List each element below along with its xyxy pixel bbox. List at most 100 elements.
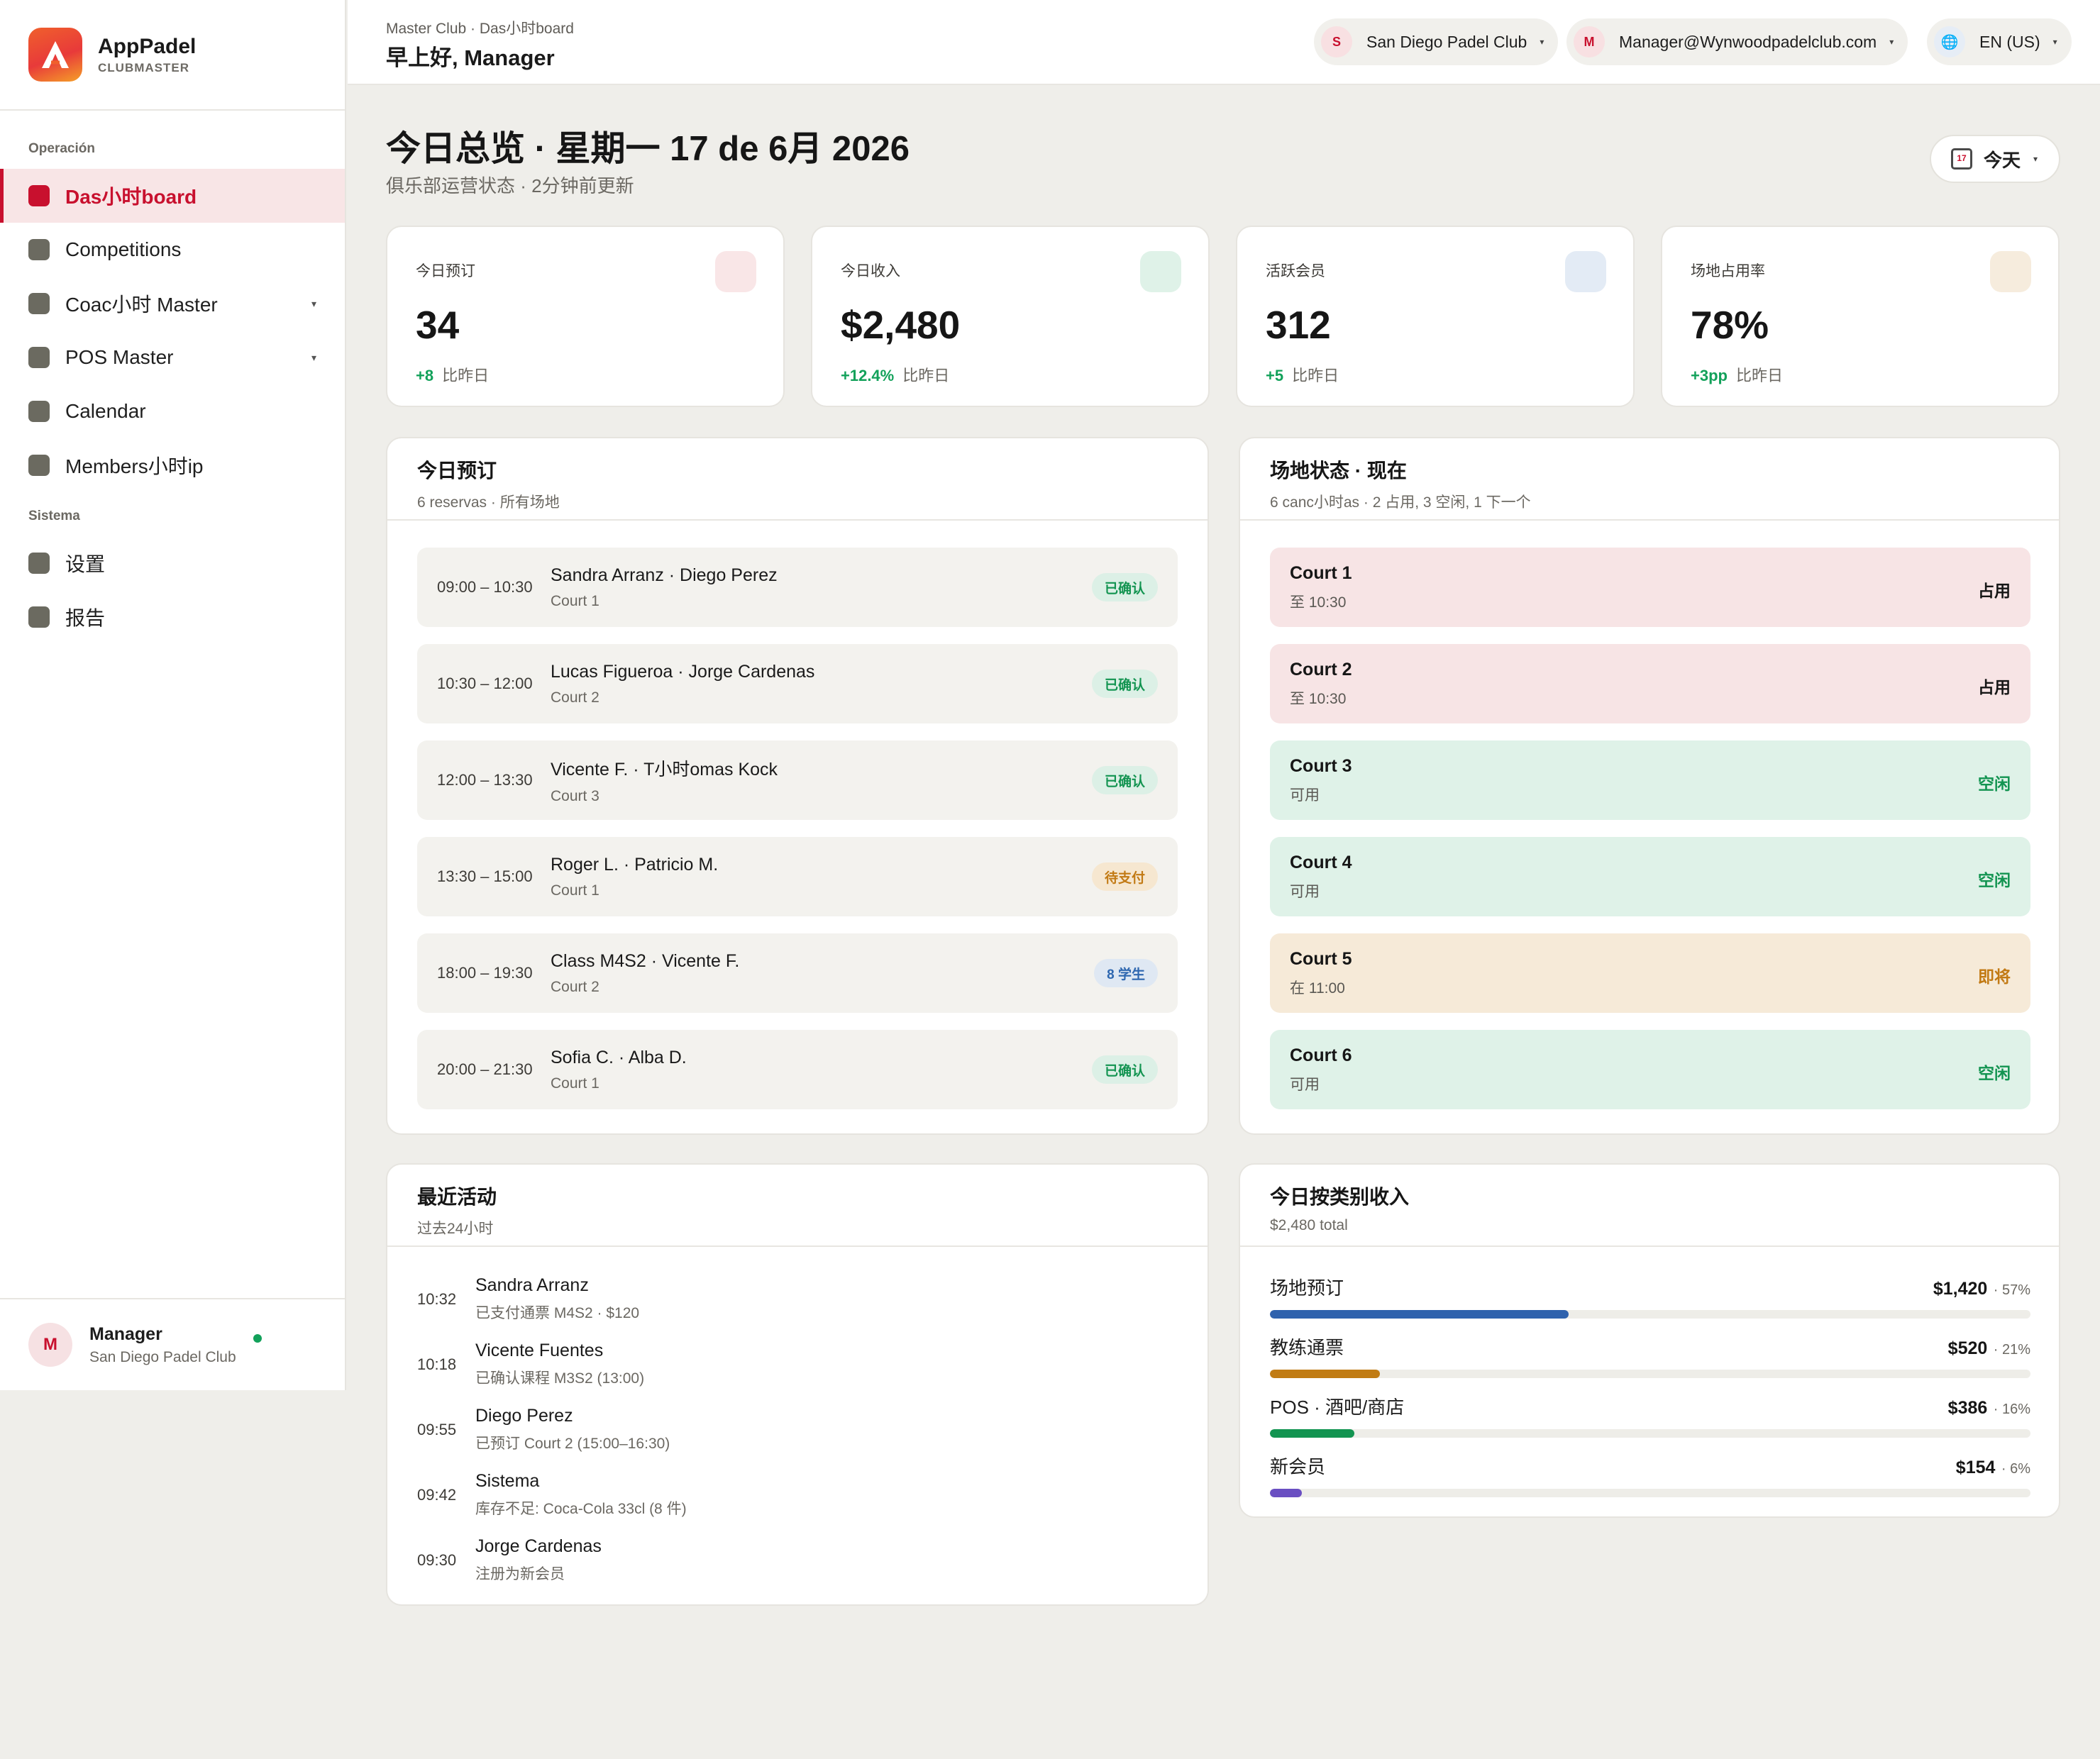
status-badge: 已确认 [1091, 573, 1158, 601]
revenue-row: 场地预订 $1,420 · 57% [1270, 1274, 2030, 1319]
activity-desc: 库存不足: Coca-Cola 33cl (8 件) [475, 1501, 687, 1517]
booking-row[interactable]: 10:30 – 12:00 Lucas Figueroa · Jorge Car… [417, 644, 1178, 723]
sidebar-item-settings[interactable]: 设置 [0, 536, 345, 590]
court-row[interactable]: Court 2 至 10:30 占用 [1270, 644, 2030, 723]
sidebar-item-membership[interactable]: Members小时ip [0, 438, 345, 492]
booking-row[interactable]: 20:00 – 21:30 Sofia C. · Alba D. Court 1 … [417, 1030, 1178, 1109]
page-title: 今日总览 · 星期一 17 de 6月 2026 [386, 130, 910, 168]
date-picker-label: 今天 [1984, 149, 2021, 171]
kpi-delta: +3pp 比昨日 [1691, 363, 2030, 386]
card-subtitle: 过去24小时 [417, 1221, 494, 1237]
booking-row[interactable]: 18:00 – 19:30 Class M4S2 · Vicente F. Cou… [417, 933, 1178, 1013]
revenue-row: POS · 酒吧/商店 $386 · 16% [1270, 1393, 2030, 1438]
court-row[interactable]: Court 6 可用 空闲 [1270, 1030, 2030, 1109]
sidebar-item-coach-master[interactable]: Coac小时 Master ▾ [0, 277, 345, 331]
booking-time: 10:30 – 12:00 [437, 675, 533, 692]
revenue-amount: $154 [1955, 1458, 1996, 1477]
kpi-delta: +12.4% 比昨日 [841, 363, 1180, 386]
topbar: Master Club · Das小时board 早上好, Manager S … [348, 0, 2100, 85]
club-selector[interactable]: S San Diego Padel Club ▾ [1314, 18, 1559, 65]
activity-item[interactable]: 09:42 Sistema 库存不足: Coca-Cola 33cl (8 件) [417, 1471, 687, 1519]
court-name: Court 6 [1290, 1045, 1352, 1065]
kpi-value: 312 [1266, 303, 1331, 347]
revenue-by-category-card: 今日按类别收入 $2,480 total 场地预订 $1,420 · 57% 教… [1239, 1163, 2060, 1518]
booking-row[interactable]: 12:00 – 13:30 Vicente F. · T小时omas Kock C… [417, 740, 1178, 820]
chevron-down-icon[interactable]: ▾ [311, 297, 316, 309]
sidebar-item-label: Competitions [65, 238, 182, 260]
brand-name: AppPadel [98, 35, 197, 58]
revenue-icon [1140, 251, 1181, 292]
kpi-card-members[interactable]: 活跃会员 312 +5 比昨日 [1236, 226, 1635, 407]
booking-row[interactable]: 09:00 – 10:30 Sandra Arranz · Diego Pere… [417, 548, 1178, 627]
sidebar-item-label: 设置 [65, 553, 106, 575]
court-name: Court 5 [1290, 949, 1352, 969]
revenue-category: 场地预订 [1270, 1277, 1344, 1299]
date-picker-button[interactable]: 17 今天 ▾ [1930, 135, 2060, 183]
user-club: San Diego Padel Club [89, 1348, 236, 1365]
sidebar-item-reports[interactable]: 报告 [0, 590, 345, 644]
card-subtitle: 6 reservas · 所有场地 [417, 494, 560, 511]
club-avatar: S [1321, 26, 1352, 57]
court-row[interactable]: Court 3 可用 空闲 [1270, 740, 2030, 820]
greeting: 早上好, Manager [386, 45, 555, 70]
card-title: 场地状态 · 现在 [1270, 460, 1407, 482]
court-status: 占用 [1978, 678, 2011, 697]
kpi-card-occupancy[interactable]: 场地占用率 78% +3pp 比昨日 [1661, 226, 2060, 407]
nav-section-operacion: Operación [28, 141, 95, 156]
booking-time: 20:00 – 21:30 [437, 1060, 533, 1078]
language-selector[interactable]: 🌐 EN (US) ▾ [1927, 18, 2072, 65]
court-row[interactable]: Court 5 在 11:00 即将 [1270, 933, 2030, 1013]
revenue-bar-fill [1270, 1310, 1569, 1319]
activity-item[interactable]: 09:55 Diego Perez 已预订 Court 2 (15:00–16:3… [417, 1406, 670, 1453]
booking-players: Class M4S2 · Vicente F. [551, 950, 740, 971]
activity-desc: 已确认课程 M3S2 (13:00) [475, 1370, 645, 1387]
revenue-row: 新会员 $154 · 6% [1270, 1453, 2030, 1497]
activity-time: 10:18 [417, 1355, 457, 1373]
sidebar-user-card[interactable]: M Manager San Diego Padel Club [0, 1298, 345, 1390]
globe-icon: 🌐 [1934, 26, 1965, 57]
breadcrumb[interactable]: Master Club · Das小时board [386, 21, 574, 37]
kpi-value: 78% [1691, 303, 1769, 347]
sidebar-item-dashboard[interactable]: Das小时board [0, 169, 345, 223]
chevron-down-icon: ▾ [1889, 37, 1894, 47]
activity-item[interactable]: 09:30 Jorge Cardenas 注册为新会员 [417, 1536, 602, 1584]
chevron-down-icon[interactable]: ▾ [311, 351, 316, 363]
court-row[interactable]: Court 1 至 10:30 占用 [1270, 548, 2030, 627]
kpi-delta-note: 比昨日 [1735, 367, 1783, 384]
revenue-amount: $386 [1947, 1398, 1988, 1418]
court-info: 至 10:30 [1290, 691, 1347, 707]
sidebar-item-pos-master[interactable]: POS Master ▾ [0, 331, 345, 384]
booking-time: 09:00 – 10:30 [437, 578, 533, 596]
court-info: 至 10:30 [1290, 594, 1347, 611]
kpi-label: 今日收入 [841, 263, 900, 279]
kpi-card-bookings[interactable]: 今日预订 34 +8 比昨日 [386, 226, 785, 407]
members-icon [1565, 251, 1606, 292]
booking-players: Sandra Arranz · Diego Perez [551, 565, 778, 585]
court-info: 可用 [1290, 884, 1320, 900]
user-menu[interactable]: M Manager@Wynwoodpadelclub.com ▾ [1566, 18, 1908, 65]
activity-item[interactable]: 10:32 Sandra Arranz 已支付通票 M4S2 · $120 [417, 1275, 639, 1323]
activity-desc: 已预订 Court 2 (15:00–16:30) [475, 1436, 670, 1452]
revenue-amount: $1,420 [1933, 1279, 1988, 1299]
activity-item[interactable]: 10:18 Vicente Fuentes 已确认课程 M3S2 (13:00) [417, 1341, 644, 1388]
dashboard-icon [28, 185, 50, 206]
revenue-bar-fill [1270, 1429, 1354, 1438]
chevron-down-icon: ▾ [2033, 154, 2038, 164]
chevron-down-icon: ▾ [1540, 37, 1544, 47]
booking-row[interactable]: 13:30 – 15:00 Roger L. · Patricio M. Cour… [417, 837, 1178, 916]
card-header: 场地状态 · 现在 6 canc小时as · 2 占用, 3 空闲, 1 下一个 [1240, 438, 2059, 521]
kpi-delta-value: +8 [416, 367, 434, 384]
kpi-value: 34 [416, 303, 460, 347]
activity-time: 09:42 [417, 1485, 457, 1504]
court-row[interactable]: Court 4 可用 空闲 [1270, 837, 2030, 916]
sidebar-item-competitions[interactable]: Competitions [0, 223, 345, 277]
court-status: 占用 [1978, 582, 2011, 600]
status-badge: 已确认 [1091, 670, 1158, 698]
kpi-card-revenue[interactable]: 今日收入 $2,480 +12.4% 比昨日 [811, 226, 1210, 407]
brand[interactable]: AppPadel CLUBMASTER [0, 0, 345, 111]
sidebar-item-calendar[interactable]: Calendar [0, 384, 345, 438]
app-logo-icon [28, 28, 82, 82]
booking-court: Court 2 [551, 689, 599, 706]
gear-icon [28, 553, 50, 574]
online-status-dot [253, 1334, 262, 1343]
